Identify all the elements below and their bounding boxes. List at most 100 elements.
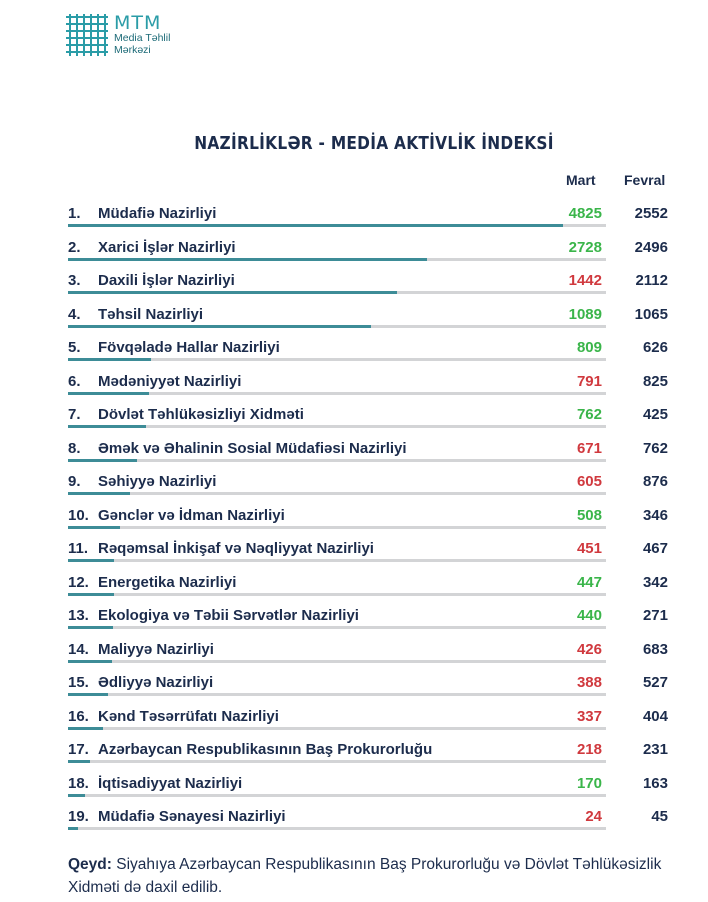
- table-row: 17. Azərbaycan Respublikasının Baş Prokur…: [68, 736, 668, 769]
- row-value-mart: 337: [576, 707, 602, 725]
- bar-fill: [68, 291, 397, 294]
- row-value-mart: 388: [576, 674, 602, 691]
- bar-fill: [68, 559, 115, 562]
- table-row: 12. Energetika Nazirliyi 447 342: [68, 569, 668, 602]
- table-row: 19. Müdafiə Sənayesi Nazirliyi 24 45: [68, 803, 668, 836]
- row-rank: 5.: [68, 339, 81, 356]
- row-value-fevral: 404: [642, 707, 668, 725]
- bar-track: [68, 626, 606, 629]
- row-rank: 12.: [68, 573, 89, 591]
- bar-fill: [68, 224, 563, 227]
- row-name: Müdafiə Nazirliyi: [98, 205, 217, 222]
- row-rank: 13.: [68, 607, 89, 624]
- row-rank: 15.: [68, 674, 89, 691]
- row-value-mart: 447: [576, 573, 602, 591]
- row-value-mart: 440: [576, 607, 602, 624]
- row-value-fevral: 45: [651, 808, 668, 825]
- row-value-mart: 24: [585, 808, 602, 825]
- bar-fill: [68, 492, 131, 495]
- row-rank: 3.: [68, 272, 81, 289]
- row-name: Ekologiya və Təbii Sərvətlər Nazirliyi: [98, 607, 359, 624]
- footnote: Qeyd: Siyahıya Azərbaycan Respublikasını…: [68, 853, 668, 899]
- bar-fill: [68, 626, 114, 629]
- row-name: Xarici İşlər Nazirliyi: [98, 238, 236, 256]
- row-value-mart: 605: [576, 473, 602, 490]
- bar-fill: [68, 525, 121, 529]
- row-rank: 7.: [68, 406, 81, 423]
- table-row: 2. Xarici İşlər Nazirliyi 2728 2496: [68, 234, 668, 267]
- row-value-mart: 508: [576, 506, 602, 524]
- bar-fill: [68, 726, 103, 730]
- row-value-fevral: 876: [642, 473, 668, 490]
- bar-track: [68, 425, 606, 428]
- row-value-mart: 218: [576, 741, 602, 758]
- bar-track: [68, 257, 606, 261]
- bar-track: [68, 391, 606, 395]
- table-row: 3. Daxili İşlər Nazirliyi 1442 2112: [68, 267, 668, 300]
- row-rank: 16.: [68, 707, 89, 725]
- chart-title: NAZİRLİKLƏR - MEDİA AKTİVLİK İNDEKSİ: [194, 134, 554, 154]
- bar-fill: [68, 793, 86, 797]
- row-rank: 2.: [68, 238, 81, 256]
- logo-subtitle-line1: Media Təhlil: [114, 32, 171, 44]
- row-rank: 9.: [68, 473, 81, 490]
- bar-track: [68, 291, 606, 294]
- row-value-mart: 791: [576, 372, 602, 390]
- row-rank: 11.: [68, 540, 89, 557]
- row-value-fevral: 683: [642, 640, 668, 658]
- table-row: 15. Ədliyyə Nazirliyi 388 527: [68, 669, 668, 702]
- row-value-fevral: 762: [642, 439, 668, 457]
- row-name: Səhiyyə Nazirliyi: [98, 473, 217, 490]
- table-row: 1. Müdafiə Nazirliyi 4825 2552: [68, 200, 668, 233]
- row-value-mart: 809: [576, 339, 602, 356]
- bar-fill: [68, 358, 151, 361]
- row-value-mart: 1442: [568, 272, 602, 289]
- row-rank: 6.: [68, 372, 81, 390]
- row-value-fevral: 231: [642, 741, 668, 758]
- row-value-fevral: 346: [642, 506, 668, 524]
- table-row: 14. Maliyyə Nazirliyi 426 683: [68, 636, 668, 669]
- bar-fill: [68, 391, 150, 395]
- row-name: Dövlət Təhlükəsizliyi Xidməti: [98, 406, 304, 423]
- row-name: Azərbaycan Respublikasının Baş Prokurorl…: [98, 741, 433, 758]
- bar-track: [68, 358, 606, 361]
- row-rank: 4.: [68, 305, 81, 323]
- row-value-fevral: 626: [642, 339, 668, 356]
- row-value-mart: 426: [576, 640, 602, 658]
- column-header-fevral: Fevral: [624, 172, 666, 188]
- row-name: Fövqəladə Hallar Nazirliyi: [98, 339, 280, 356]
- row-rank: 19.: [68, 808, 89, 825]
- row-value-fevral: 527: [642, 674, 668, 691]
- row-value-mart: 2728: [568, 238, 602, 256]
- bar-fill: [68, 827, 78, 830]
- row-value-mart: 762: [576, 406, 602, 423]
- row-value-mart: 1089: [568, 305, 602, 323]
- row-name: Əmək və Əhalinin Sosial Müdafiəsi Nazirl…: [98, 439, 407, 457]
- row-rank: 10.: [68, 506, 89, 524]
- row-value-mart: 4825: [568, 205, 602, 222]
- row-value-fevral: 163: [642, 774, 668, 792]
- mtm-logo: MTM Media Təhlil Mərkəzi: [66, 14, 170, 56]
- table-row: 10. Gənclər və İdman Nazirliyi 508 346: [68, 502, 668, 535]
- bar-track: [68, 793, 606, 797]
- footnote-text: Siyahıya Azərbaycan Respublikasının Baş …: [68, 856, 662, 896]
- row-name: Daxili İşlər Nazirliyi: [98, 272, 235, 289]
- row-name: Mədəniyyət Nazirliyi: [98, 372, 242, 390]
- row-rank: 8.: [68, 439, 81, 457]
- row-value-fevral: 2552: [634, 205, 668, 222]
- row-name: Rəqəmsal İnkişaf və Nəqliyyat Nazirliyi: [98, 540, 374, 557]
- table-row: 18. İqtisadiyyat Nazirliyi 170 163: [68, 770, 668, 803]
- row-name: Müdafiə Sənayesi Nazirliyi: [98, 808, 286, 825]
- row-value-fevral: 2496: [634, 238, 668, 256]
- bar-track: [68, 592, 606, 596]
- table-row: 9. Səhiyyə Nazirliyi 605 876: [68, 468, 668, 501]
- column-header-mart: Mart: [566, 172, 596, 188]
- row-value-fevral: 467: [642, 540, 668, 557]
- row-value-mart: 170: [576, 774, 602, 792]
- bar-fill: [68, 425, 147, 428]
- row-rank: 18.: [68, 774, 89, 792]
- logo-name: MTM: [114, 12, 162, 34]
- footnote-label: Qeyd:: [68, 856, 112, 873]
- row-name: Energetika Nazirliyi: [98, 573, 237, 591]
- row-value-mart: 671: [576, 439, 602, 457]
